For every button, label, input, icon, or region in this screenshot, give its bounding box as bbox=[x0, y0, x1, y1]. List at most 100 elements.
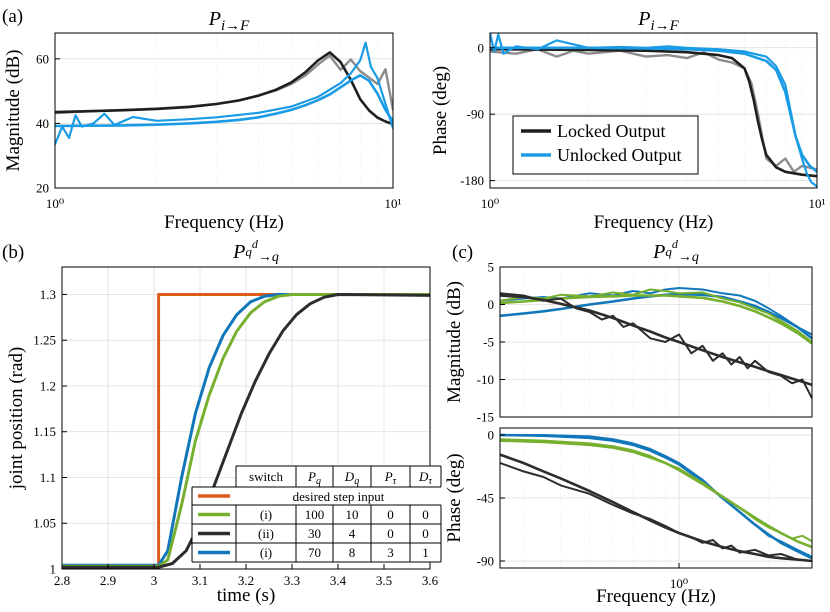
y-tick-label: -45 bbox=[477, 491, 494, 506]
y-tick-label: -5 bbox=[483, 335, 494, 350]
x-tick-label: 3.3 bbox=[284, 573, 300, 588]
y-tick-label: 40 bbox=[36, 116, 49, 131]
x-tick-label: 10⁰ bbox=[670, 576, 688, 591]
x-axis-label: Frequency (Hz) bbox=[164, 212, 284, 233]
legend-box bbox=[512, 115, 699, 175]
table-header: Dτ bbox=[418, 469, 432, 487]
series-line bbox=[490, 47, 817, 178]
series-line bbox=[500, 453, 812, 563]
chart-a2: 10⁰ 10¹ -180 -90 0 Frequency (Hz) Phase (deg) bbox=[430, 32, 826, 233]
y-tick-label: 1.2 bbox=[40, 378, 56, 393]
chart-c2: 10⁰ -90 -45 0 Frequency (Hz) Phase (deg) bbox=[444, 427, 813, 607]
x-tick-label: 10¹ bbox=[385, 196, 402, 211]
series-line bbox=[55, 74, 393, 128]
y-tick-label: 1.15 bbox=[33, 424, 56, 439]
table-header: Pq bbox=[307, 469, 321, 487]
series-line bbox=[55, 41, 393, 146]
series-line bbox=[500, 433, 812, 560]
x-tick-label: 3.2 bbox=[238, 573, 254, 588]
series-line bbox=[62, 293, 430, 568]
series-line bbox=[490, 48, 817, 174]
axes-frame bbox=[489, 32, 818, 189]
y-tick-label: 0 bbox=[488, 428, 495, 443]
table-cell: 0 bbox=[387, 526, 394, 541]
y-tick-label: -90 bbox=[467, 107, 484, 122]
series-line bbox=[500, 439, 812, 549]
chart-title: Pqd→q bbox=[652, 237, 699, 265]
x-tick-label: 3 bbox=[151, 573, 158, 588]
x-tick-label: 2.9 bbox=[100, 573, 116, 588]
y-axis-label: Phase (deg) bbox=[430, 66, 451, 155]
axes-frame bbox=[54, 32, 394, 189]
y-tick-label: 60 bbox=[36, 51, 49, 66]
panel-label: (c) bbox=[452, 242, 473, 263]
y-tick-label: 1.25 bbox=[33, 333, 56, 348]
y-tick-label: -10 bbox=[477, 372, 494, 387]
y-tick-label: 1 bbox=[50, 562, 57, 577]
series-line bbox=[490, 46, 817, 174]
table-cell: 4 bbox=[349, 526, 356, 541]
x-axis-label: Frequency (Hz) bbox=[594, 212, 714, 233]
chart-a1: 10⁰ 10¹ 20 40 60 Frequency (Hz) Magnitude (dB) bbox=[3, 32, 402, 233]
table-cell: 0 bbox=[422, 507, 429, 522]
series-line bbox=[500, 288, 812, 343]
series-line bbox=[500, 294, 812, 387]
x-tick-label: 3.5 bbox=[376, 573, 392, 588]
table-cell: (ii) bbox=[258, 526, 274, 541]
table-cell: 100 bbox=[305, 507, 325, 522]
series-line bbox=[55, 51, 393, 126]
y-tick-label: -180 bbox=[460, 173, 484, 188]
y-axis-label: joint position (rad) bbox=[6, 347, 27, 490]
table-cell: 3 bbox=[387, 545, 394, 560]
x-tick-label: 10⁰ bbox=[46, 196, 64, 211]
x-tick-label: 3.4 bbox=[330, 573, 347, 588]
series-group bbox=[62, 293, 430, 569]
y-tick-label: 1.3 bbox=[40, 287, 56, 302]
table-cell: (i) bbox=[260, 545, 272, 560]
y-axis-label: Magnitude (dB) bbox=[3, 50, 24, 172]
series-group bbox=[500, 287, 812, 400]
panel-label: (a) bbox=[2, 6, 23, 27]
y-tick-label: 0 bbox=[488, 297, 495, 312]
table-header: switch bbox=[249, 469, 283, 484]
panel-label: (b) bbox=[2, 242, 24, 263]
table-cell: 8 bbox=[349, 545, 356, 560]
table-header: Pτ bbox=[384, 469, 397, 487]
y-axis-label: Magnitude (dB) bbox=[444, 281, 465, 403]
chart-title: Pi→F bbox=[208, 8, 250, 34]
y-tick-label: 0 bbox=[478, 40, 485, 55]
y-tick-label: 1.1 bbox=[40, 470, 56, 485]
legend-label: Unlocked Output bbox=[557, 145, 681, 165]
table-span-label: desired step input bbox=[293, 489, 385, 504]
y-tick-label: 20 bbox=[36, 181, 49, 196]
x-axis-label: time (s) bbox=[217, 585, 276, 606]
chart-title: Pi→F bbox=[637, 8, 679, 34]
y-tick-label: 1.05 bbox=[33, 516, 56, 531]
table-cell: 10 bbox=[346, 507, 359, 522]
x-tick-label: 3.6 bbox=[422, 573, 439, 588]
table-cell: 1 bbox=[422, 545, 429, 560]
x-axis-label: Frequency (Hz) bbox=[596, 586, 716, 607]
y-tick-label: -15 bbox=[477, 410, 494, 425]
x-tick-label: 2.8 bbox=[54, 573, 70, 588]
legend-label: Locked Output bbox=[557, 121, 665, 141]
series-group bbox=[500, 433, 812, 563]
x-tick-label: 3.1 bbox=[192, 573, 208, 588]
table-header: Dq bbox=[344, 469, 359, 487]
x-tick-label: 10⁰ bbox=[481, 196, 499, 211]
table-cell: (i) bbox=[260, 507, 272, 522]
y-tick-label: -90 bbox=[477, 554, 494, 569]
chart-title: Pqd→q bbox=[232, 237, 279, 265]
table-cell: 70 bbox=[308, 545, 321, 560]
series-line bbox=[62, 293, 430, 569]
x-tick-label: 10¹ bbox=[809, 196, 826, 211]
table-cell: 0 bbox=[387, 507, 394, 522]
series-group bbox=[490, 33, 817, 188]
table-cell: 0 bbox=[422, 526, 429, 541]
legend: Locked Output Unlocked Output bbox=[512, 115, 699, 175]
table-cell: 30 bbox=[308, 526, 321, 541]
chart-c1: -15 -10 -5 0 5 Magnitude (dB) bbox=[444, 260, 813, 425]
y-tick-label: 5 bbox=[488, 260, 495, 275]
